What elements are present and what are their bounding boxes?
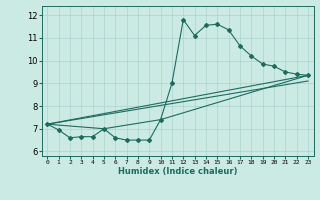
X-axis label: Humidex (Indice chaleur): Humidex (Indice chaleur) xyxy=(118,167,237,176)
